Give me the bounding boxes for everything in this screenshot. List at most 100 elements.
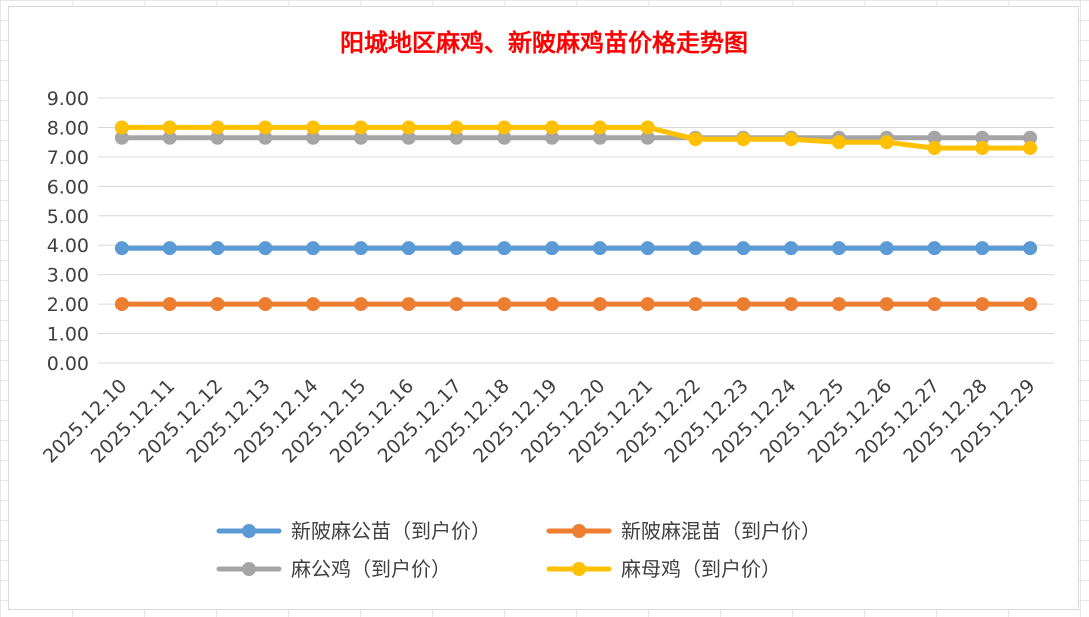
data-point — [162, 130, 177, 145]
legend-swatch-marker — [572, 562, 586, 576]
data-point — [162, 297, 177, 312]
data-point — [975, 141, 990, 156]
data-point — [162, 241, 177, 256]
y-tick-label: 4.00 — [47, 235, 89, 257]
data-point — [114, 120, 129, 135]
data-point — [497, 120, 512, 135]
data-point — [831, 241, 846, 256]
series-2 — [114, 297, 1038, 312]
data-point — [306, 297, 321, 312]
legend-item[interactable]: 新陂麻混苗（到户价） — [546, 519, 821, 543]
chart-area[interactable]: 阳城地区麻鸡、新陂麻鸡苗价格走势图 0.00 1.00 2.00 3.00 4.00 5.… — [8, 6, 1079, 610]
y-tick-label: 0.00 — [47, 353, 89, 375]
legend-swatch-marker — [572, 524, 586, 538]
data-point — [1023, 241, 1038, 256]
data-point — [353, 120, 368, 135]
data-point — [879, 135, 894, 150]
data-point — [688, 241, 703, 256]
y-axis-tick-labels: 0.00 1.00 2.00 3.00 4.00 5.00 6.00 7.00 8.00 9.00 — [47, 88, 89, 375]
price-trend-line-chart: 阳城地区麻鸡、新陂麻鸡苗价格走势图 0.00 1.00 2.00 3.00 4.00 5.… — [39, 28, 1054, 581]
data-point — [688, 132, 703, 147]
data-point — [449, 241, 464, 256]
data-point — [879, 241, 894, 256]
legend[interactable]: 新陂麻公苗（到户价） 新陂麻混苗（到户价） 麻公鸡（到户价） 麻母鸡（到户价） — [216, 519, 821, 581]
data-point — [258, 120, 273, 135]
data-point — [114, 297, 129, 312]
data-point — [592, 120, 607, 135]
legend-swatch-marker — [242, 524, 256, 538]
data-point — [545, 297, 560, 312]
legend-label: 麻公鸡（到户价） — [291, 557, 451, 581]
data-point — [640, 130, 655, 145]
y-tick-label: 8.00 — [47, 117, 89, 139]
data-point — [210, 130, 225, 145]
data-point — [545, 120, 560, 135]
data-point — [879, 297, 894, 312]
data-point — [831, 135, 846, 150]
data-point — [784, 297, 799, 312]
legend-item[interactable]: 麻公鸡（到户价） — [216, 557, 451, 581]
legend-swatch-marker — [242, 562, 256, 576]
data-point — [210, 297, 225, 312]
data-point — [353, 241, 368, 256]
x-axis-tick-labels: 2025.12.102025.12.112025.12.122025.12.13… — [39, 375, 1040, 467]
y-tick-label: 5.00 — [47, 206, 89, 228]
data-point — [1023, 130, 1038, 145]
data-point — [210, 120, 225, 135]
series-1 — [114, 241, 1038, 256]
data-point — [784, 241, 799, 256]
data-point — [258, 130, 273, 145]
legend-item[interactable]: 麻母鸡（到户价） — [546, 557, 781, 581]
data-point — [736, 297, 751, 312]
data-point — [975, 130, 990, 145]
data-series — [114, 120, 1038, 312]
data-point — [545, 130, 560, 145]
data-point — [449, 130, 464, 145]
data-point — [114, 130, 129, 145]
y-tick-label: 6.00 — [47, 176, 89, 198]
data-point — [401, 297, 416, 312]
data-point — [640, 297, 655, 312]
data-point — [401, 241, 416, 256]
y-tick-label: 7.00 — [47, 147, 89, 169]
legend-label: 麻母鸡（到户价） — [621, 557, 781, 581]
data-point — [306, 241, 321, 256]
data-point — [258, 297, 273, 312]
series-line — [119, 124, 1033, 151]
y-tick-label: 2.00 — [47, 294, 89, 316]
data-point — [592, 297, 607, 312]
chart-title: 阳城地区麻鸡、新陂麻鸡苗价格走势图 — [340, 28, 748, 57]
data-point — [353, 297, 368, 312]
data-point — [592, 241, 607, 256]
data-point — [831, 297, 846, 312]
legend-label: 新陂麻公苗（到户价） — [291, 519, 491, 543]
data-point — [1023, 141, 1038, 156]
data-point — [497, 297, 512, 312]
data-point — [688, 297, 703, 312]
data-point — [975, 297, 990, 312]
data-point — [306, 120, 321, 135]
data-point — [497, 130, 512, 145]
y-tick-label: 3.00 — [47, 265, 89, 287]
data-point — [592, 130, 607, 145]
data-point — [1023, 297, 1038, 312]
data-point — [258, 241, 273, 256]
data-point — [927, 141, 942, 156]
data-point — [736, 241, 751, 256]
data-point — [927, 241, 942, 256]
data-point — [449, 297, 464, 312]
data-point — [640, 120, 655, 135]
data-point — [306, 130, 321, 145]
data-point — [640, 241, 655, 256]
data-point — [353, 130, 368, 145]
data-point — [114, 241, 129, 256]
data-point — [545, 241, 560, 256]
y-tick-label: 9.00 — [47, 88, 89, 110]
data-point — [210, 241, 225, 256]
data-point — [784, 132, 799, 147]
data-point — [449, 120, 464, 135]
data-point — [927, 297, 942, 312]
legend-label: 新陂麻混苗（到户价） — [621, 519, 821, 543]
legend-item[interactable]: 新陂麻公苗（到户价） — [216, 519, 491, 543]
data-point — [401, 130, 416, 145]
